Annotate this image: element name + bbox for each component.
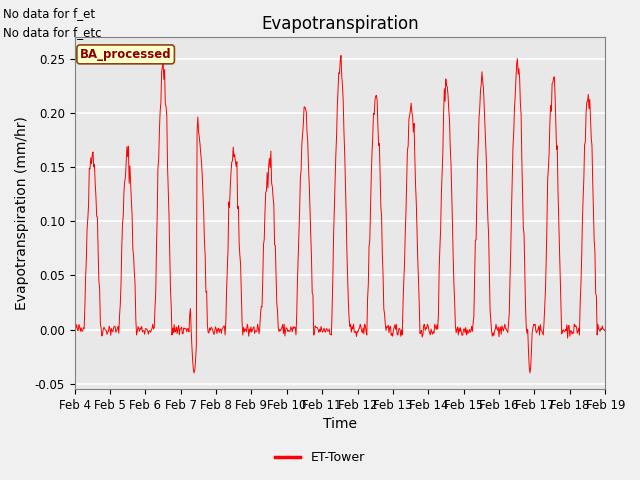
- Text: BA_processed: BA_processed: [80, 48, 172, 61]
- Y-axis label: Evapotranspiration (mm/hr): Evapotranspiration (mm/hr): [15, 116, 29, 310]
- Title: Evapotranspiration: Evapotranspiration: [261, 15, 419, 33]
- X-axis label: Time: Time: [323, 418, 357, 432]
- Text: No data for f_et: No data for f_et: [3, 7, 95, 20]
- Text: No data for f_etc: No data for f_etc: [3, 26, 102, 39]
- Legend: ET-Tower: ET-Tower: [270, 446, 370, 469]
